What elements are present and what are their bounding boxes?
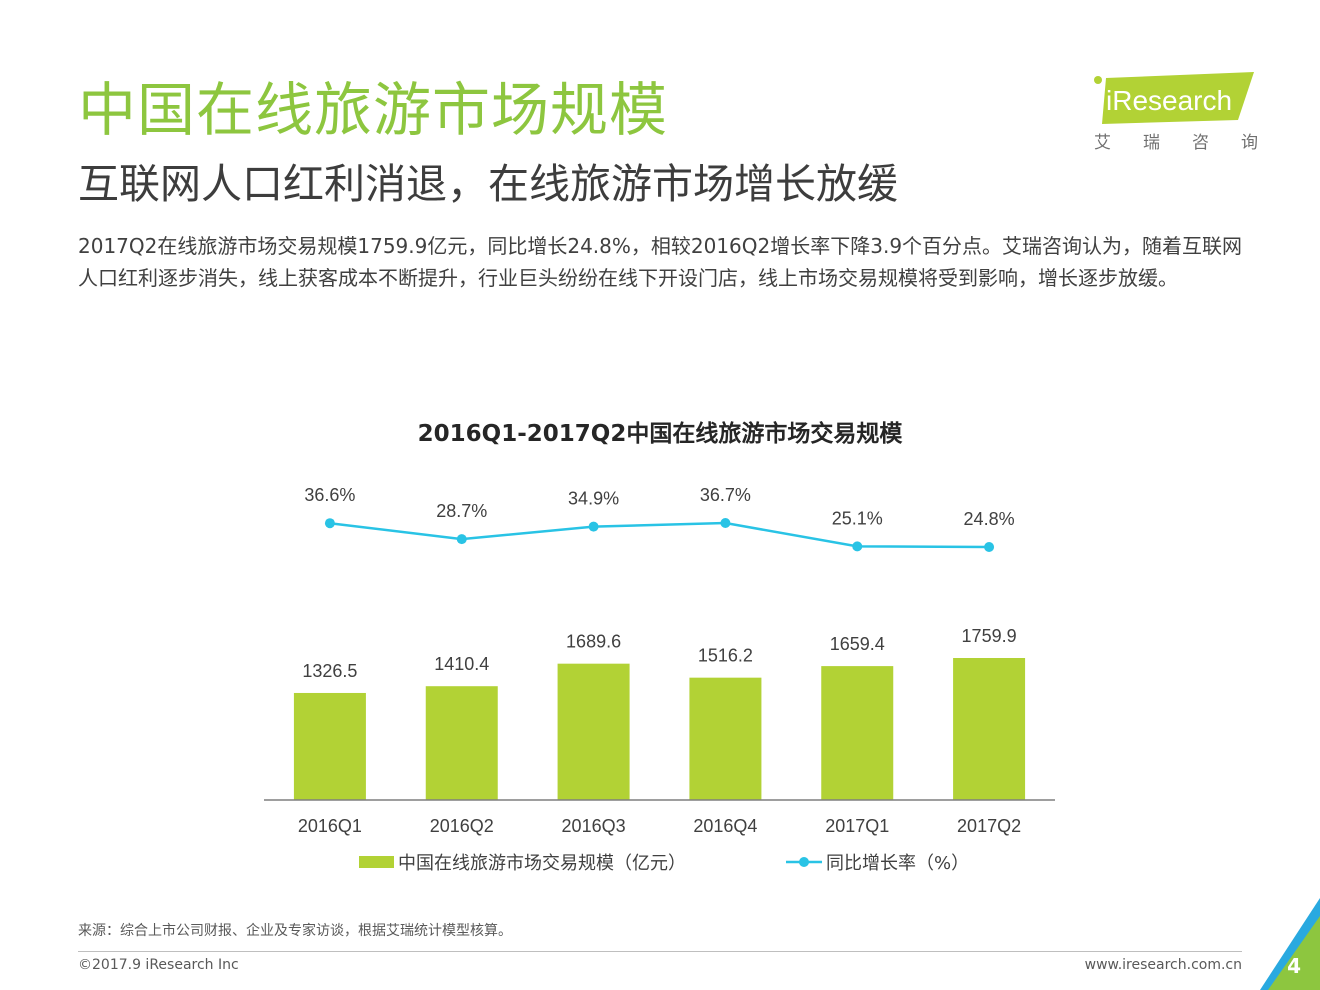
summary-text: 2017Q2在线旅游市场交易规模1759.9亿元，同比增长24.8%，相较201… (78, 234, 1243, 290)
bar-series: 1326.5 1410.4 1689.6 1516.2 1659.4 1759.9 (293, 626, 1026, 800)
growth-value-label: 36.6% (304, 485, 355, 505)
bar-value-label: 1326.5 (302, 661, 357, 681)
page-number: 4 (1287, 954, 1301, 978)
chart-canvas: 1326.5 1410.4 1689.6 1516.2 1659.4 1759.9 36.… (264, 485, 1055, 874)
x-tick-label: 2016Q2 (430, 816, 494, 836)
legend-bar-swatch (359, 856, 394, 868)
growth-value-label: 36.7% (700, 485, 751, 505)
bar-2016Q3 (557, 663, 630, 800)
chart-title: 2016Q1-2017Q2中国在线旅游市场交易规模 (417, 421, 903, 447)
bar-2016Q1 (293, 692, 366, 800)
legend: 中国在线旅游市场交易规模（亿元） 同比增长率（%） (359, 853, 969, 874)
bar-2017Q2 (953, 658, 1026, 800)
iresearch-logo: iResearch 艾瑞咨询 (1088, 70, 1290, 153)
logo-brand-text: iResearch (1106, 85, 1232, 116)
website-text: www.iresearch.com.cn (1084, 957, 1242, 973)
growth-rate-line (329, 521, 990, 549)
growth-value-label: 24.8% (964, 509, 1015, 529)
growth-value-label: 28.7% (436, 501, 487, 521)
growth-point-2017Q2 (984, 542, 995, 552)
copyright-text: ©2017.9 iResearch Inc (78, 957, 239, 973)
x-tick-label: 2017Q1 (825, 816, 889, 836)
bar-value-label: 1410.4 (434, 654, 489, 674)
bar-value-label: 1659.4 (830, 634, 885, 654)
x-axis-ticks: 2016Q1 2016Q2 2016Q3 2016Q4 2017Q1 2017Q2 (298, 816, 1021, 836)
bar-2016Q2 (425, 686, 498, 800)
source-note: 来源：综合上市公司财报、企业及专家访谈，根据艾瑞统计模型核算。 (78, 923, 512, 939)
iresearch-logo-icon: iResearch (1094, 72, 1254, 124)
footer-divider (78, 951, 1242, 952)
growth-value-label: 25.1% (832, 508, 883, 528)
page-title: 中国在线旅游市场规模 (78, 76, 669, 144)
line-series: 36.6% 28.7% 34.9% 36.7% 25.1% 24.8% (304, 485, 1015, 552)
bar-value-label: 1516.2 (698, 646, 753, 666)
bar-value-label: 1689.6 (566, 632, 621, 652)
x-tick-label: 2016Q4 (693, 816, 757, 836)
legend-line-label: 同比增长率（%） (826, 853, 969, 874)
growth-point-2016Q1 (324, 518, 335, 529)
growth-point-2016Q2 (456, 534, 467, 545)
legend-bar-label: 中国在线旅游市场交易规模（亿元） (398, 853, 686, 874)
growth-point-2017Q1 (852, 541, 863, 552)
legend-line-marker (799, 857, 809, 867)
growth-value-label: 34.9% (568, 489, 619, 509)
page-subtitle: 互联网人口红利消退，在线旅游市场增长放缓 (78, 160, 898, 208)
corner-decoration (1260, 898, 1320, 990)
x-tick-label: 2017Q2 (957, 816, 1021, 836)
x-tick-label: 2016Q1 (298, 816, 362, 836)
bar-value-label: 1759.9 (962, 626, 1017, 646)
logo-subtitle: 艾瑞咨询 (1094, 133, 1290, 153)
bar-2017Q1 (821, 666, 894, 800)
x-tick-label: 2016Q3 (562, 816, 626, 836)
growth-point-2016Q4 (720, 518, 731, 528)
growth-point-2016Q3 (588, 521, 599, 532)
bar-2016Q4 (689, 677, 762, 800)
